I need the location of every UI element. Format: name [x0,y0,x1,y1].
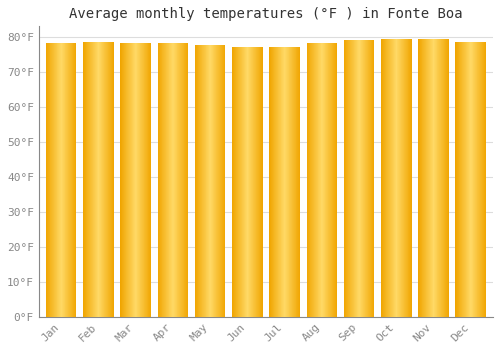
Title: Average monthly temperatures (°F ) in Fonte Boa: Average monthly temperatures (°F ) in Fo… [69,7,462,21]
